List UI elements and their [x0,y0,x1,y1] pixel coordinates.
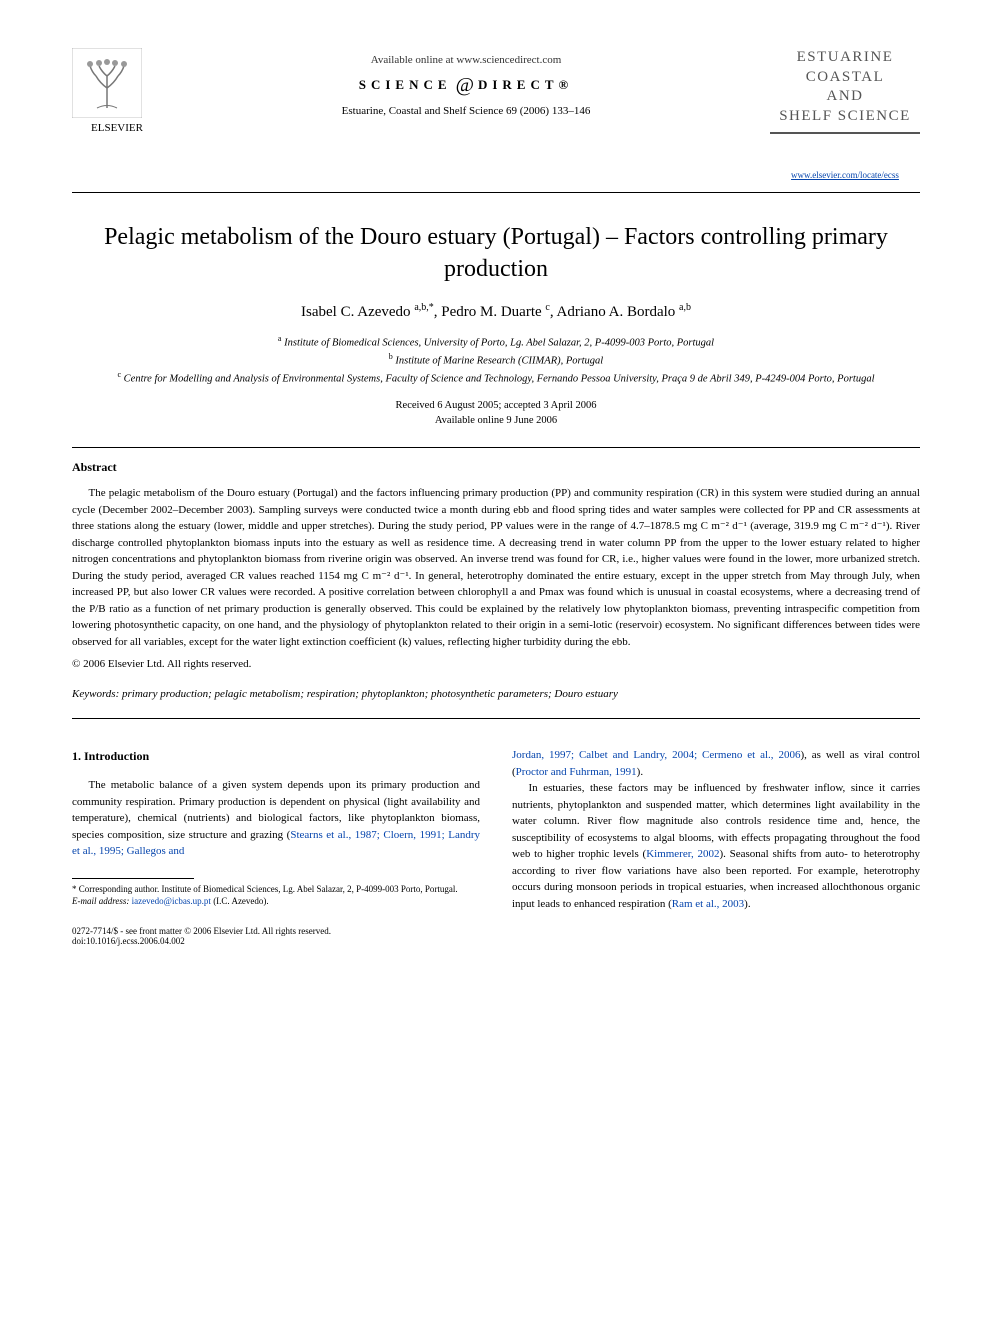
journal-reference: Estuarine, Coastal and Shelf Science 69 … [162,105,770,117]
publisher-logo: ELSEVIER [72,48,162,134]
received-accepted-date: Received 6 August 2005; accepted 3 April… [72,398,920,414]
abstract-body: The pelagic metabolism of the Douro estu… [72,485,920,650]
article-title: Pelagic metabolism of the Douro estuary … [72,221,920,286]
page-header: ELSEVIER Available online at www.science… [72,48,920,180]
online-date: Available online 9 June 2006 [72,413,920,429]
footer-left: 0272-7714/$ - see front matter © 2006 El… [72,926,331,946]
corresponding-email[interactable]: iazevedo@icbas.up.pt [132,896,211,906]
journal-logo-and: AND [770,87,920,107]
affiliations-block: a Institute of Biomedical Sciences, Univ… [72,333,920,388]
publisher-name: ELSEVIER [72,122,162,134]
citation-link[interactable]: Jordan, 1997; Calbet and Landry, 2004; C… [512,749,800,761]
journal-logo-line2: COASTAL [770,68,920,88]
abstract-top-rule [72,447,920,448]
journal-logo: ESTUARINE COASTAL AND SHELF SCIENCE www.… [770,48,920,180]
available-online-text: Available online at www.sciencedirect.co… [162,54,770,66]
affiliation-b: b Institute of Marine Research (CIIMAR),… [72,351,920,369]
corresponding-author-footnote: * Corresponding author. Institute of Bio… [72,883,480,896]
journal-url[interactable]: www.elsevier.com/locate/ecss [770,170,920,180]
abstract-bottom-rule [72,718,920,719]
email-footnote: E-mail address: iazevedo@icbas.up.pt (I.… [72,895,480,908]
sd-at-icon: @ [456,74,474,96]
keywords-label: Keywords: [72,688,119,700]
affiliation-c: c Centre for Modelling and Analysis of E… [72,369,920,387]
authors-line: Isabel C. Azevedo a,b,*, Pedro M. Duarte… [72,302,920,321]
citation-link[interactable]: Kimmerer, 2002 [646,848,719,860]
column-right: Jordan, 1997; Calbet and Landry, 2004; C… [512,747,920,912]
header-rule [72,192,920,193]
keywords-line: Keywords: primary production; pelagic me… [72,688,920,700]
footnote-separator [72,878,194,879]
keywords-text: primary production; pelagic metabolism; … [122,688,618,700]
introduction-heading: 1. Introduction [72,747,480,765]
abstract-heading: Abstract [72,460,920,475]
intro-paragraph-1-right: Jordan, 1997; Calbet and Landry, 2004; C… [512,747,920,780]
affiliation-a: a Institute of Biomedical Sciences, Univ… [72,333,920,351]
article-dates: Received 6 August 2005; accepted 3 April… [72,398,920,430]
journal-logo-line3: SHELF SCIENCE [770,107,920,127]
column-left: 1. Introduction The metabolic balance of… [72,747,480,912]
intro-paragraph-2: In estuaries, these factors may be influ… [512,780,920,912]
sd-word-right: DIRECT® [478,77,573,92]
science-direct-logo: SCIENCE @ DIRECT® [162,74,770,97]
abstract-copyright: © 2006 Elsevier Ltd. All rights reserved… [72,658,920,670]
page-footer: 0272-7714/$ - see front matter © 2006 El… [72,926,920,946]
doi-line: doi:10.1016/j.ecss.2006.04.002 [72,936,331,946]
journal-logo-line1: ESTUARINE [770,48,920,68]
sd-word-left: SCIENCE [359,77,452,92]
citation-link[interactable]: Proctor and Fuhrman, 1991 [516,766,637,778]
header-center: Available online at www.sciencedirect.co… [162,48,770,117]
email-attribution: (I.C. Azevedo). [213,896,268,906]
issn-line: 0272-7714/$ - see front matter © 2006 El… [72,926,331,936]
elsevier-tree-icon [72,48,142,118]
citation-link[interactable]: Ram et al., 2003 [672,898,744,910]
body-columns: 1. Introduction The metabolic balance of… [72,747,920,912]
email-label: E-mail address: [72,896,129,906]
intro-paragraph-1-left: The metabolic balance of a given system … [72,777,480,860]
